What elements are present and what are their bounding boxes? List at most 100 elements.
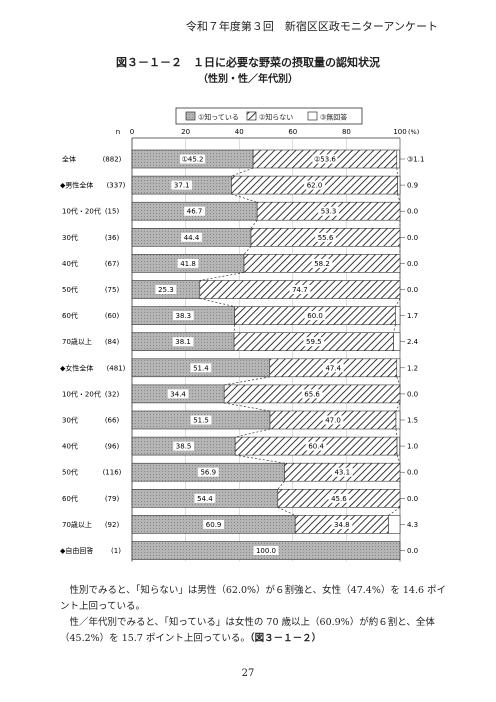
row-label: 60代 (62, 311, 78, 320)
connector-line (393, 324, 396, 333)
bar-row: 10代・20代 (15) 46.7 53.3 0.0 (62, 201, 418, 229)
value-label-known: 38.3 (176, 312, 192, 320)
value-label-unknown: 74.7 (292, 286, 308, 294)
value-label-bg (331, 467, 353, 477)
row-n: (337) (107, 182, 126, 190)
value-label-unknown: 45.6 (331, 495, 347, 503)
bar-row: 30代 (36) 44.4 55.6 0.0 (62, 228, 418, 255)
bar-row: 全体 (882) ①45.2 ②53.6 ③1.1 (62, 149, 424, 177)
value-label-known: 51.5 (193, 417, 209, 425)
row-label: ◆男性全体 (60, 181, 93, 190)
bar-segment (397, 175, 401, 195)
value-label-bg (322, 363, 344, 373)
row-label: 10代・20代 (62, 389, 101, 398)
value-label-noanswer: 0.0 (407, 547, 418, 555)
row-n: (116) (103, 469, 122, 477)
connector-line (250, 219, 258, 229)
bar-row: 30代 (66) 51.5 47.0 1.5 (62, 410, 418, 438)
row-label: 50代 (62, 285, 78, 294)
n-header: n (116, 128, 120, 136)
stacked-bar-chart: ①知っている ②知らない ③無回答 n 0 20 40 60 80 100 (%) 全体 (882)… (60, 107, 424, 562)
connector-line (396, 454, 401, 464)
value-label-bg (318, 206, 339, 216)
x-tick-label: 100 (393, 128, 406, 136)
value-label-unknown: 60.0 (307, 312, 323, 320)
legend-swatch (307, 111, 318, 121)
value-label-bg (322, 415, 344, 425)
value-label-bg (172, 337, 194, 347)
value-label-noanswer: 0.0 (407, 208, 418, 216)
connector-line (199, 298, 235, 307)
value-label-noanswer: 1.2 (407, 364, 418, 372)
value-label-unknown: 47.0 (325, 417, 341, 425)
legend-label: ②知らない (259, 113, 293, 122)
legend-label: ③無回答 (320, 113, 347, 122)
bar-row: 60代 (60) 38.3 60.0 1.7 (62, 306, 418, 333)
x-tick-label: 40 (235, 128, 244, 136)
row-n: (66) (105, 417, 120, 425)
value-label-known: 37.1 (174, 182, 190, 190)
value-label-bg (184, 206, 205, 216)
connector-line (224, 376, 270, 386)
row-n: (36) (105, 234, 120, 242)
x-tick-label: 20 (181, 128, 190, 136)
connector-line (396, 167, 398, 177)
row-n: (75) (105, 286, 120, 294)
value-label-unknown: 59.5 (306, 338, 322, 346)
bar-segment (396, 436, 401, 456)
row-n: (15) (105, 208, 120, 216)
bar-row: 40代 (67) 41.8 58.2 0.0 (62, 254, 418, 281)
value-label-bg (315, 232, 336, 242)
figure-reference: （図３－１－２） (249, 633, 322, 644)
value-label-bg (203, 519, 225, 529)
bar-row: ◆男性全体 (337) 37.1 62.0 0.9 (60, 175, 418, 203)
value-label-known: 34.4 (170, 390, 186, 398)
value-label-known: 25.3 (158, 286, 174, 294)
row-n: (1) (111, 547, 121, 555)
body-text: 性別でみると、「知らない」は男性（62.0%）が６割強と、女性（47.4%）を … (60, 583, 450, 647)
value-label-unknown: ②53.6 (314, 156, 336, 164)
value-label-noanswer: 0.0 (407, 390, 418, 398)
value-label-noanswer: 1.5 (407, 417, 418, 425)
value-label-bg (155, 285, 177, 294)
value-label-bg (331, 519, 353, 529)
bar-row: ◆自由回答 (1) 100.0 0.0 (60, 541, 418, 560)
value-label-bg (301, 389, 323, 399)
value-label-unknown: 43.1 (334, 469, 350, 477)
row-n: (92) (105, 521, 120, 529)
value-label-known: 38.1 (175, 338, 191, 346)
connector-line (233, 324, 235, 333)
value-label-bg (311, 258, 333, 268)
legend-swatch (246, 111, 257, 121)
connector-line (235, 428, 271, 438)
value-label-noanswer: 0.0 (407, 469, 418, 477)
connector-line (235, 454, 285, 464)
row-label: 40代 (62, 442, 78, 451)
paragraph-gender: 性別でみると、「知らない」は男性（62.0%）が６割強と、女性（47.4%）を … (60, 585, 447, 612)
row-n: (96) (105, 443, 120, 451)
bar-row: 50代 (116) 56.9 43.1 0.0 (62, 462, 418, 490)
bar-segment (395, 306, 401, 325)
value-label-known: 100.0 (256, 547, 276, 555)
value-label-bg (253, 546, 279, 555)
connector-line (397, 194, 401, 203)
row-label: 30代 (62, 233, 78, 242)
value-label-bg (194, 493, 216, 503)
value-label-known: 38.5 (176, 443, 192, 451)
value-label-unknown: 62.0 (307, 182, 323, 190)
figure-subtitle: （性別・性／年代別） (198, 74, 298, 85)
value-label-known: 44.4 (184, 234, 200, 242)
value-label-bg (305, 441, 327, 451)
connector-line (224, 402, 271, 412)
row-label: 10代・20代 (62, 207, 101, 216)
value-label-bg (304, 180, 325, 190)
row-label: 70歳以上 (62, 520, 92, 529)
row-n: (84) (105, 338, 120, 346)
bar-row: 70歳以上 (92) 60.9 34.8 4.3 (62, 515, 418, 534)
value-label-bg (190, 415, 212, 425)
value-label-bg (304, 311, 326, 321)
value-label-bg (303, 337, 325, 347)
row-n: (67) (105, 260, 120, 268)
row-label: 30代 (62, 416, 78, 425)
value-label-known: ①45.2 (182, 156, 204, 164)
